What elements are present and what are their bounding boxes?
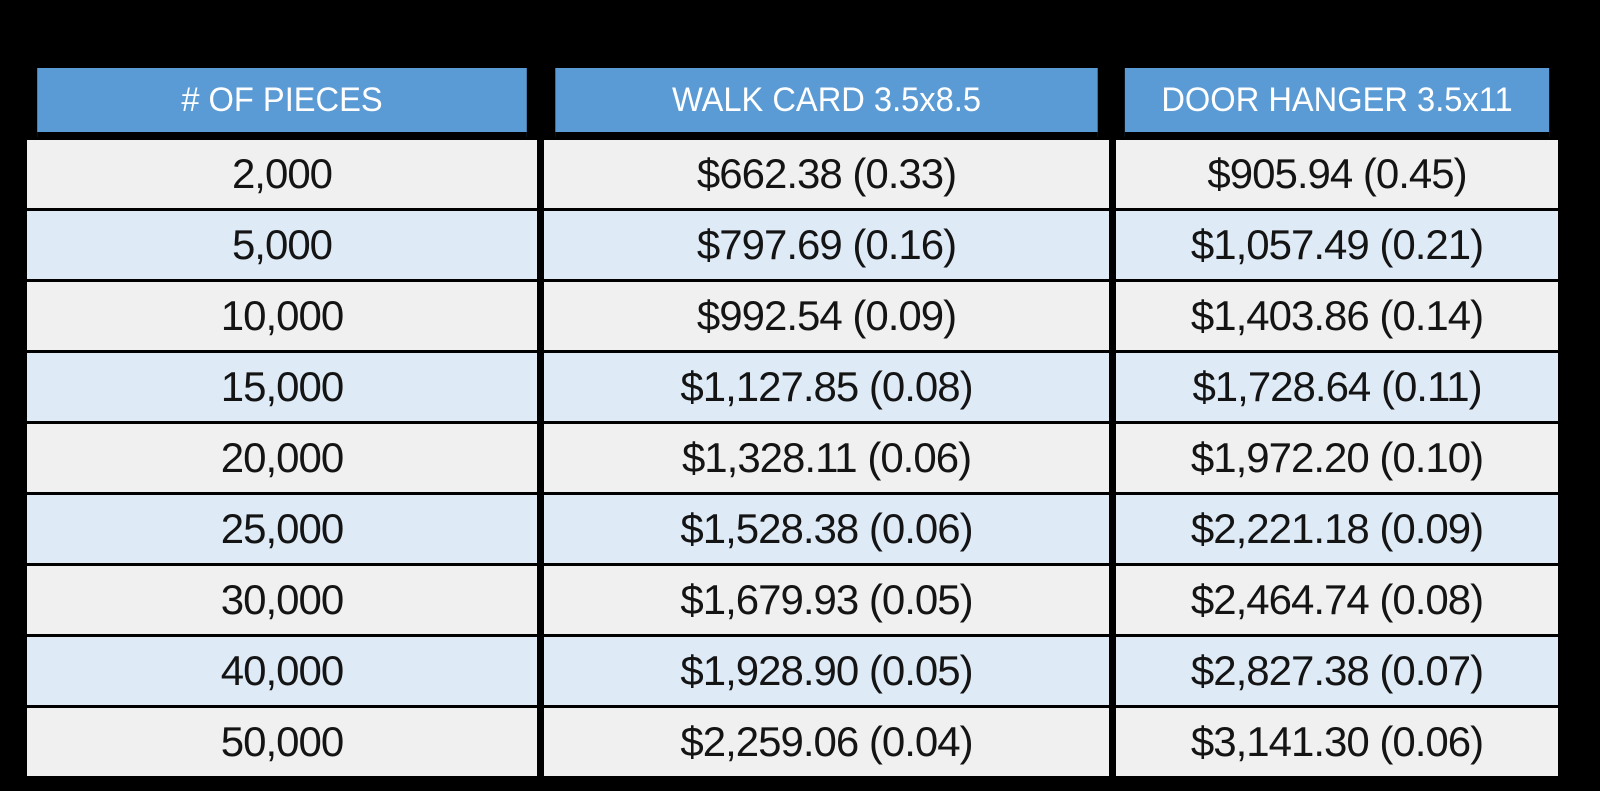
- cell-walk-card-price: $992.54 (0.09): [544, 282, 1109, 350]
- cell-pieces: 30,000: [27, 566, 537, 634]
- cell-pieces: 15,000: [27, 353, 537, 421]
- cell-walk-card-price: $1,528.38 (0.06): [544, 495, 1109, 563]
- cell-door-hanger-price: $1,057.49 (0.21): [1116, 211, 1558, 279]
- column-header-door-hanger: DOOR HANGER 3.5x11: [1124, 68, 1550, 137]
- column-header-pieces: # OF PIECES: [37, 68, 527, 137]
- cell-door-hanger-price: $905.94 (0.45): [1116, 140, 1558, 208]
- pricing-table: # OF PIECES WALK CARD 3.5x8.5 DOOR HANGE…: [20, 65, 1565, 779]
- cell-door-hanger-price: $1,403.86 (0.14): [1116, 282, 1558, 350]
- cell-walk-card-price: $662.38 (0.33): [544, 140, 1109, 208]
- cell-walk-card-price: $2,259.06 (0.04): [544, 708, 1109, 776]
- table-row: 50,000 $2,259.06 (0.04) $3,141.30 (0.06): [27, 708, 1558, 776]
- cell-door-hanger-price: $1,972.20 (0.10): [1116, 424, 1558, 492]
- cell-pieces: 25,000: [27, 495, 537, 563]
- table-row: 20,000 $1,328.11 (0.06) $1,972.20 (0.10): [27, 424, 1558, 492]
- cell-walk-card-price: $1,328.11 (0.06): [544, 424, 1109, 492]
- cell-door-hanger-price: $1,728.64 (0.11): [1116, 353, 1558, 421]
- cell-pieces: 10,000: [27, 282, 537, 350]
- table-row: 5,000 $797.69 (0.16) $1,057.49 (0.21): [27, 211, 1558, 279]
- table-header: # OF PIECES WALK CARD 3.5x8.5 DOOR HANGE…: [27, 68, 1558, 137]
- cell-pieces: 20,000: [27, 424, 537, 492]
- table-row: 15,000 $1,127.85 (0.08) $1,728.64 (0.11): [27, 353, 1558, 421]
- cell-door-hanger-price: $2,827.38 (0.07): [1116, 637, 1558, 705]
- header-row: # OF PIECES WALK CARD 3.5x8.5 DOOR HANGE…: [27, 68, 1558, 137]
- table-row: 10,000 $992.54 (0.09) $1,403.86 (0.14): [27, 282, 1558, 350]
- cell-door-hanger-price: $2,464.74 (0.08): [1116, 566, 1558, 634]
- column-header-walk-card: WALK CARD 3.5x8.5: [555, 68, 1098, 137]
- cell-walk-card-price: $1,928.90 (0.05): [544, 637, 1109, 705]
- table-row: 2,000 $662.38 (0.33) $905.94 (0.45): [27, 140, 1558, 208]
- cell-walk-card-price: $797.69 (0.16): [544, 211, 1109, 279]
- cell-door-hanger-price: $2,221.18 (0.09): [1116, 495, 1558, 563]
- cell-walk-card-price: $1,127.85 (0.08): [544, 353, 1109, 421]
- cell-pieces: 40,000: [27, 637, 537, 705]
- cell-pieces: 50,000: [27, 708, 537, 776]
- cell-door-hanger-price: $3,141.30 (0.06): [1116, 708, 1558, 776]
- table-row: 30,000 $1,679.93 (0.05) $2,464.74 (0.08): [27, 566, 1558, 634]
- cell-pieces: 5,000: [27, 211, 537, 279]
- table-body: 2,000 $662.38 (0.33) $905.94 (0.45) 5,00…: [27, 140, 1558, 776]
- cell-pieces: 2,000: [27, 140, 537, 208]
- cell-walk-card-price: $1,679.93 (0.05): [544, 566, 1109, 634]
- table-row: 25,000 $1,528.38 (0.06) $2,221.18 (0.09): [27, 495, 1558, 563]
- table-row: 40,000 $1,928.90 (0.05) $2,827.38 (0.07): [27, 637, 1558, 705]
